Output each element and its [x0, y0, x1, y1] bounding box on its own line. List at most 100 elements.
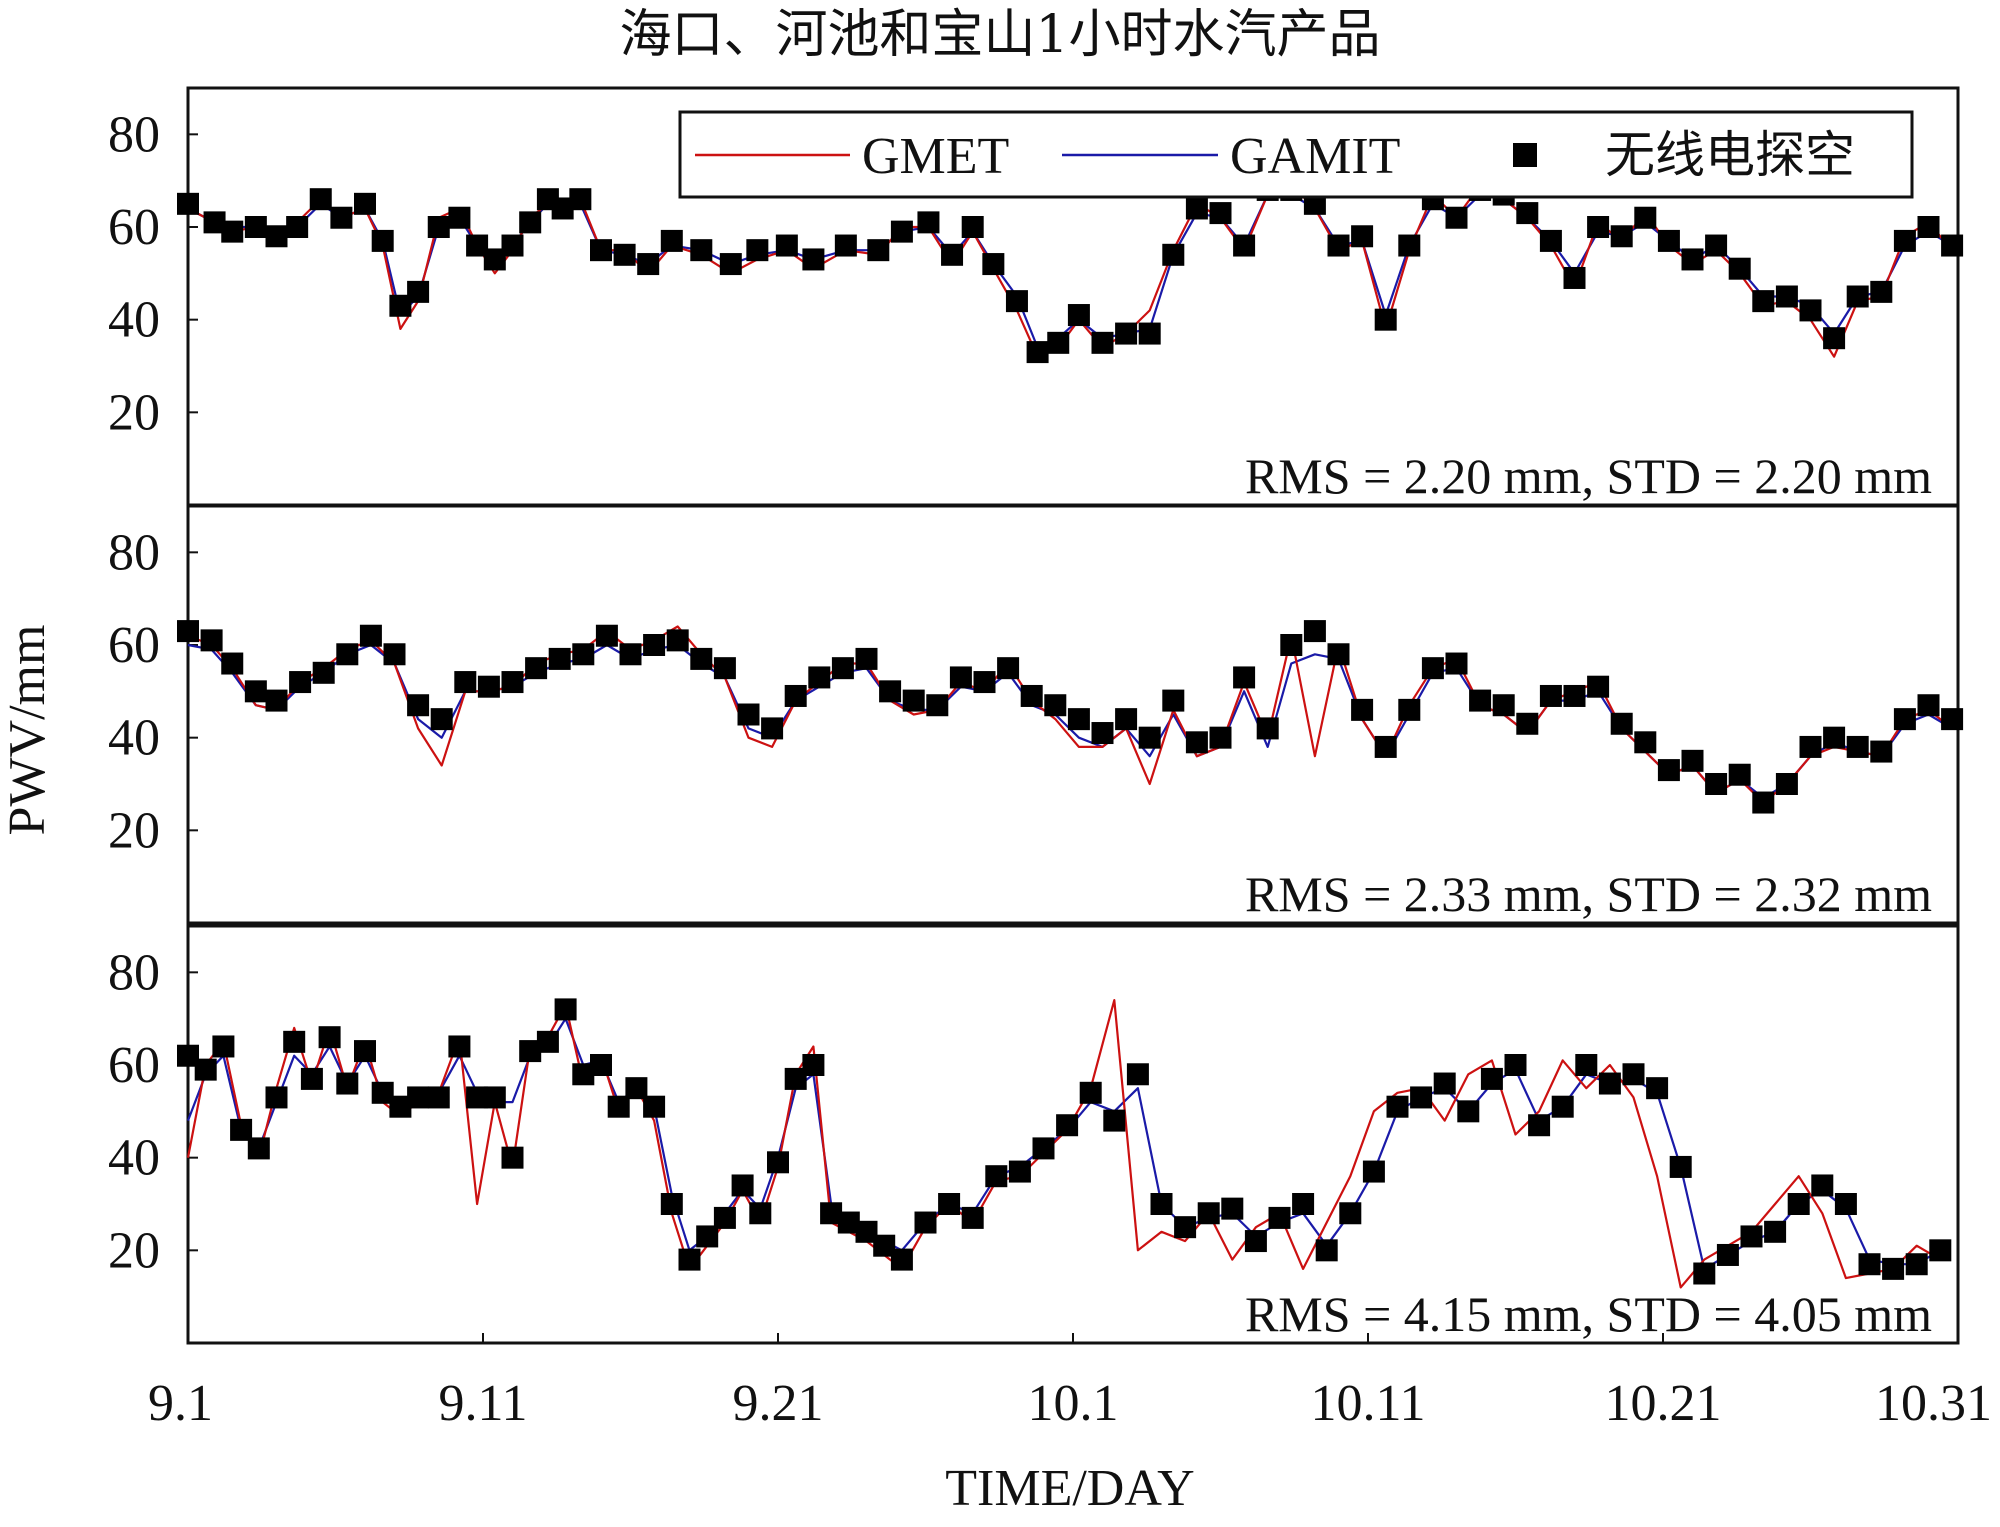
radiosonde-point	[501, 234, 524, 257]
panel-3: 20 40 60 80 RMS = 4.15 mm, STD = 4.05 mm	[108, 924, 1960, 1345]
radiosonde-point	[1870, 280, 1893, 303]
radiosonde-point	[1858, 1253, 1881, 1276]
radiosonde-point	[309, 188, 332, 211]
radiosonde-point	[1209, 202, 1232, 225]
stats-annotation: RMS = 2.33 mm, STD = 2.32 mm	[1245, 866, 1932, 922]
legend-gamit-label: GAMIT	[1230, 128, 1400, 185]
radiosonde-point	[1351, 225, 1374, 248]
radiosonde-point	[1091, 722, 1114, 745]
radiosonde-point	[961, 216, 984, 238]
radiosonde-point	[1634, 731, 1657, 754]
radiosonde-point	[1469, 689, 1492, 712]
radiosonde-point	[1917, 216, 1940, 238]
radiosonde-point	[985, 1165, 1008, 1188]
radiosonde-point	[300, 1067, 323, 1090]
radiosonde-point	[383, 643, 406, 666]
radiosonde-point	[613, 243, 636, 266]
stats-annotation: RMS = 2.20 mm, STD = 2.20 mm	[1245, 448, 1932, 504]
radiosonde-point	[1327, 234, 1350, 257]
radiosonde-point	[1775, 285, 1798, 308]
radiosonde-point	[483, 248, 506, 271]
radiosonde-point	[1610, 712, 1633, 735]
radiosonde-point	[1834, 1193, 1857, 1215]
radiosonde-point	[1528, 1114, 1551, 1137]
x-tick-label: 10.21	[1605, 1375, 1722, 1432]
radiosonde-point	[519, 211, 542, 234]
radiosonde-point	[643, 1095, 666, 1118]
radiosonde-point	[713, 1206, 736, 1229]
radiosonde-point	[1005, 290, 1028, 313]
radiosonde-point	[1221, 1197, 1244, 1220]
y-tick-label: 60	[108, 1037, 160, 1094]
x-tick-label: 10.31	[1875, 1375, 1992, 1432]
radiosonde-point	[1870, 740, 1893, 763]
radiosonde-point	[407, 1086, 430, 1109]
y-tick-label: 60	[108, 199, 160, 256]
radiosonde-point	[961, 1206, 984, 1229]
radiosonde-point	[775, 234, 798, 257]
y-tick-label: 20	[108, 802, 160, 859]
radiosonde-point	[731, 1174, 754, 1197]
radiosonde-point	[1622, 1063, 1645, 1086]
radiosonde-point	[203, 211, 226, 234]
radiosonde-point	[1126, 1063, 1149, 1086]
radiosonde-point	[784, 684, 807, 707]
radiosonde-point	[1775, 773, 1798, 795]
radiosonde-point	[371, 229, 394, 252]
radiosonde-point	[1893, 708, 1916, 731]
radiosonde-point	[1740, 1225, 1763, 1248]
radiosonde-point	[767, 1151, 789, 1174]
x-tick-label: 10.11	[1310, 1375, 1425, 1432]
radiosonde-point	[1705, 234, 1728, 257]
radiosonde-point	[1008, 1160, 1031, 1183]
radiosonde-point	[371, 1081, 394, 1104]
radiosonde-point	[536, 1030, 559, 1053]
radiosonde-point	[427, 1086, 450, 1109]
radiosonde-point	[1292, 1193, 1315, 1215]
radiosonde-point	[551, 197, 574, 220]
radiosonde-point	[660, 229, 683, 252]
radiosonde-point	[1244, 1230, 1267, 1253]
legend-gmet-label: GMET	[862, 128, 1009, 185]
radiosonde-point	[1445, 652, 1468, 675]
radiosonde-point	[454, 671, 477, 694]
radiosonde-point	[802, 248, 825, 271]
y-tick-label: 20	[108, 1222, 160, 1279]
radiosonde-point	[749, 1202, 772, 1225]
panel-1: 20 40 60 80 RMS = 2.20 mm, STD = 2.20 mm	[108, 86, 1964, 507]
radiosonde-point	[572, 1063, 595, 1086]
radiosonde-point	[265, 1086, 288, 1109]
radiosonde-point	[1032, 1137, 1055, 1160]
radiosonde-point	[177, 192, 199, 215]
radiosonde-point	[1941, 234, 1964, 257]
x-tick-labels: 9.1 9.11 9.21 10.1 10.11 10.21 10.31	[148, 1333, 1992, 1432]
radiosonde-point	[678, 1248, 701, 1271]
radiosonde-point	[926, 694, 949, 717]
radiosonde-point	[1705, 773, 1728, 795]
radiosonde-point	[1339, 1202, 1362, 1225]
radiosonde-point	[590, 239, 612, 262]
stats-annotation: RMS = 4.15 mm, STD = 4.05 mm	[1245, 1286, 1932, 1342]
radiosonde-point	[1185, 197, 1208, 220]
radiosonde-point	[1233, 666, 1256, 689]
radiosonde-point	[1398, 698, 1421, 721]
radiosonde-point	[1256, 717, 1279, 740]
radiosonde-point	[483, 1086, 506, 1109]
radiosonde-point	[286, 216, 309, 238]
radiosonde-point	[1716, 1243, 1739, 1266]
radiosonde-point	[244, 216, 267, 238]
y-tick-label: 80	[108, 524, 160, 581]
radiosonde-point	[1026, 341, 1049, 364]
radiosonde-point	[1233, 234, 1256, 257]
y-tick-label: 40	[108, 292, 160, 349]
radiosonde-point	[1421, 657, 1444, 680]
radiosonde-point	[1327, 643, 1350, 666]
radiosonde-point	[696, 1225, 719, 1248]
radiosonde-point	[466, 1086, 489, 1109]
radiosonde-point	[430, 708, 453, 731]
radiosonde-point	[1598, 1072, 1621, 1095]
radiosonde-point	[265, 225, 288, 248]
radiosonde-point	[590, 1054, 612, 1076]
radiosonde-point	[1374, 735, 1397, 758]
